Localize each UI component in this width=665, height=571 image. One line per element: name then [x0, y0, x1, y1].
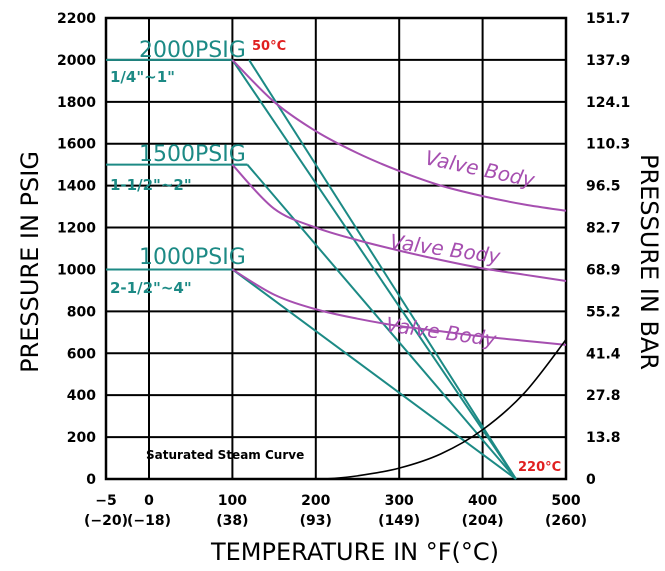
valve-body-curve-2: [231, 268, 567, 346]
right-tick-label: 82.7: [586, 221, 621, 237]
left-tick-label: 2200: [57, 11, 96, 27]
x-tick-label-c: (260): [545, 513, 587, 529]
x-tick-label-f: 0: [144, 493, 154, 509]
plot-frame: [104, 16, 568, 481]
rating-size-label: 2-1/2"~4": [110, 279, 192, 297]
rating-diagonal-line-1: [246, 164, 517, 480]
curve-labels: 2000PSIG 1/4"~1" 1500PSIG 1-1/2"~2" 1000PSIG…: [110, 38, 561, 475]
left-tick-label: 1400: [57, 179, 96, 195]
right-tick-label: 13.8: [586, 430, 621, 446]
right-tick-label: 41.4: [586, 346, 621, 362]
x-tick-label-f: 200: [301, 493, 330, 509]
left-y-tick-labels: 0 200 400 600 800 1000 1200 1400 1600 1800 2000 220…: [57, 11, 96, 488]
x-tick-label-f: 400: [468, 493, 497, 509]
left-tick-label: 1800: [57, 95, 96, 111]
saturated-steam-curve: [325, 339, 567, 480]
valve-body-curve-0: [231, 59, 567, 212]
left-tick-label: 200: [67, 430, 96, 446]
left-tick-label: 400: [67, 388, 96, 404]
temperature-annotation: 220°C: [518, 460, 561, 475]
series: [106, 58, 567, 480]
right-tick-label: 110.3: [586, 137, 630, 153]
right-tick-label: 137.9: [586, 53, 630, 69]
rating-diagonal-line-2: [231, 268, 517, 480]
rating-diagonal-line-alt: [231, 59, 517, 480]
rating-pressure-label: 1000PSIG: [139, 245, 246, 270]
x-tick-label-c: (−20): [84, 513, 128, 529]
x-tick-labels: −5 (−20) 0 (−18) 100 (38) 200 (93) 300 (149) 400 (2…: [84, 493, 587, 529]
temperature-annotation: 50°C: [252, 39, 286, 54]
x-tick-label-f: 500: [551, 493, 580, 509]
rating-size-label: 1-1/2"~2": [110, 176, 192, 194]
x-tick-label-f: 300: [385, 493, 414, 509]
saturated-steam-label: Saturated Steam Curve: [146, 448, 304, 462]
right-axis-title: PRESSURE IN BAR: [635, 154, 663, 370]
x-tick-label-c: (38): [216, 513, 248, 529]
right-tick-label: 55.2: [586, 304, 621, 320]
valve-body-label: Valve Body: [388, 229, 503, 268]
rating-pressure-label: 1500PSIG: [139, 142, 246, 167]
left-tick-label: 1600: [57, 137, 96, 153]
rating-pressure-label: 2000PSIG: [139, 38, 246, 63]
left-tick-label: 2000: [57, 53, 96, 69]
right-tick-label: 0: [586, 472, 596, 488]
x-axis-title: TEMPERATURE IN °F(°C): [210, 538, 499, 566]
left-tick-label: 1200: [57, 221, 96, 237]
right-tick-label: 124.1: [586, 95, 630, 111]
x-tick-label-f: 100: [218, 493, 247, 509]
left-tick-label: 800: [67, 304, 96, 320]
x-tick-label-c: (149): [378, 513, 420, 529]
valve-body-curve-1: [231, 163, 567, 282]
right-tick-label: 68.9: [586, 262, 621, 278]
rating-size-label: 1/4"~1": [110, 68, 175, 86]
x-tick-label-c: (−18): [127, 513, 171, 529]
x-tick-label-c: (93): [300, 513, 332, 529]
left-tick-label: 1000: [57, 262, 96, 278]
right-tick-label: 27.8: [586, 388, 621, 404]
x-tick-label-f: −5: [95, 493, 116, 509]
right-tick-label: 96.5: [586, 179, 621, 195]
left-tick-label: 0: [86, 472, 96, 488]
left-tick-label: 600: [67, 346, 96, 362]
x-tick-label-c: (204): [462, 513, 504, 529]
right-tick-label: 151.7: [586, 11, 630, 27]
right-y-tick-labels: 0 13.8 27.8 41.4 55.2 68.9 82.7 96.5 110.3 124.1 1…: [586, 11, 630, 488]
grid: [106, 18, 566, 479]
rating-diagonal-line-0: [248, 59, 517, 480]
left-axis-title: PRESSURE IN PSIG: [16, 151, 44, 373]
